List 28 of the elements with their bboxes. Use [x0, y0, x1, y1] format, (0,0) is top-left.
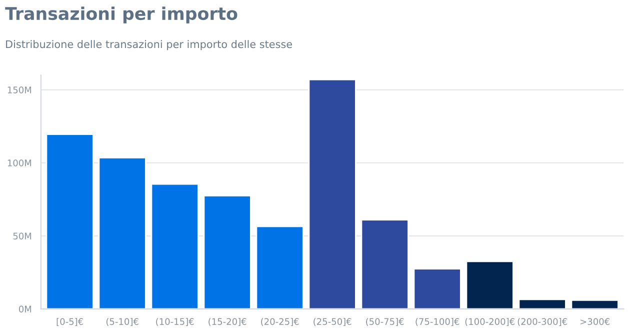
bar: [360, 219, 409, 309]
bar: [46, 134, 94, 309]
x-tick-label: [0-5]€: [56, 318, 83, 326]
y-tick-label: 150M: [8, 86, 32, 94]
x-tick-label: (15-20]€: [208, 318, 246, 326]
bar: [466, 260, 514, 309]
bar: [518, 298, 566, 309]
x-tick-label: (5-10]€: [106, 318, 138, 326]
x-tick-label: (10-15]€: [156, 318, 194, 326]
x-tick-label: (25-50]€: [314, 318, 352, 326]
bar: [98, 157, 146, 309]
y-tick-label: 100M: [8, 160, 32, 166]
bar: [150, 183, 199, 309]
x-tick-label: >300€: [580, 318, 610, 325]
chart-title: Transazioni per importo: [5, 6, 238, 24]
x-tick-label: (50-75]€: [366, 318, 404, 326]
x-tick-label: (75-100]€: [416, 318, 460, 326]
chart-subtitle: Distribuzione delle transazioni per importo delle stesse: [6, 40, 292, 50]
bar: [570, 299, 619, 309]
bar: [308, 78, 356, 309]
x-tick-label: (200-300]€: [518, 318, 567, 326]
x-tick-label: (20-25]€: [261, 318, 299, 326]
x-tick-label: (100-200]€: [465, 318, 514, 326]
y-tick-label: 0M: [18, 306, 32, 313]
bar: [256, 226, 304, 309]
bar: [203, 195, 252, 309]
y-tick-label: 50M: [13, 232, 32, 240]
bar: [413, 268, 462, 309]
